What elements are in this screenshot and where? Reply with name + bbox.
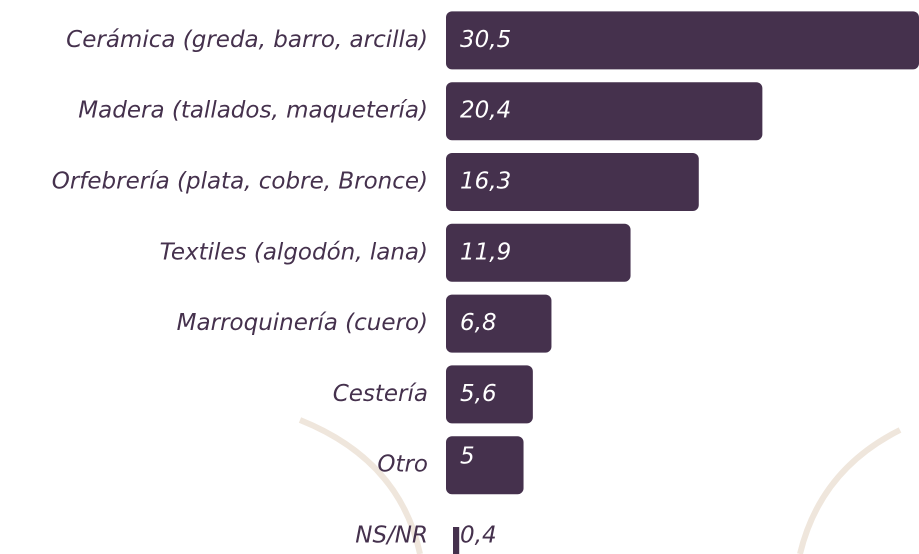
value-label: 20,4 — [460, 98, 511, 124]
bar — [446, 11, 919, 70]
leaf-stem — [298, 417, 423, 554]
background-leaves — [298, 417, 902, 554]
value-label: 5,6 — [460, 381, 497, 407]
bar — [446, 436, 524, 495]
bar — [453, 527, 460, 554]
category-label: Cerámica (greda, barro, arcilla) — [66, 27, 428, 53]
value-label: 0,4 — [460, 523, 497, 549]
category-label: Textiles (algodón, lana) — [160, 239, 428, 265]
bar — [446, 365, 533, 424]
leaf-stem — [797, 427, 902, 554]
value-label: 6,8 — [460, 310, 497, 336]
value-label: 5 — [460, 444, 475, 470]
category-label: Madera (tallados, maquetería) — [78, 98, 428, 124]
bar — [446, 223, 631, 282]
category-label: Orfebrería (plata, cobre, Bronce) — [52, 169, 428, 195]
value-label: 16,3 — [460, 169, 511, 195]
bar — [446, 153, 699, 211]
category-label: NS/NR — [355, 523, 428, 549]
category-label: Cestería — [333, 381, 428, 407]
value-label: 11,9 — [460, 239, 511, 265]
category-label: Otro — [377, 452, 428, 478]
bar — [446, 294, 552, 353]
value-label: 30,5 — [460, 27, 511, 53]
category-label: Marroquinería (cuero) — [177, 310, 428, 336]
bar — [446, 82, 763, 141]
